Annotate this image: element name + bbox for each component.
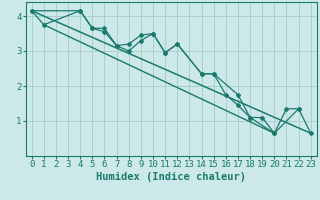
X-axis label: Humidex (Indice chaleur): Humidex (Indice chaleur) bbox=[96, 172, 246, 182]
